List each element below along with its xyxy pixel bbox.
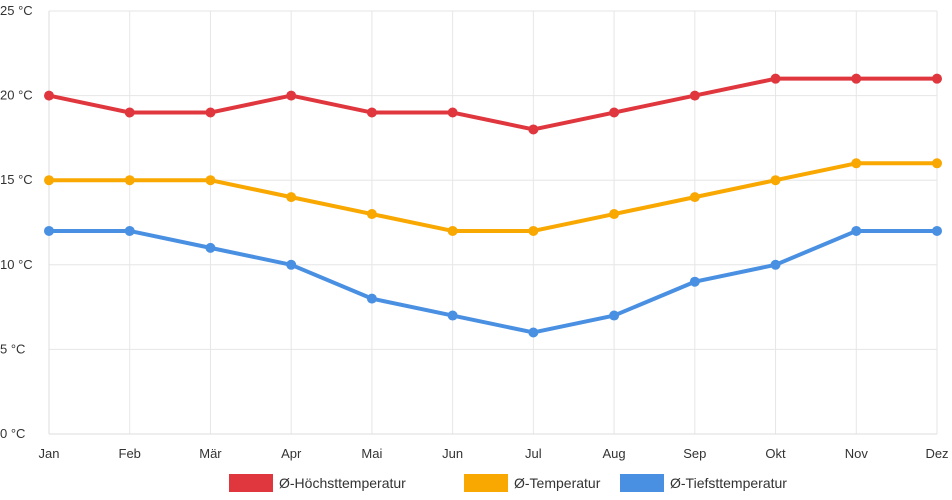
data-point[interactable] <box>689 192 700 203</box>
data-point[interactable] <box>689 90 700 101</box>
data-point[interactable] <box>286 192 297 203</box>
x-tick-label: Sep <box>683 446 706 461</box>
data-point[interactable] <box>851 158 862 169</box>
data-point[interactable] <box>932 158 942 169</box>
data-point[interactable] <box>286 90 297 101</box>
data-point[interactable] <box>447 310 458 321</box>
grid <box>48 10 938 435</box>
legend-label: Ø-Temperatur <box>514 475 601 491</box>
x-tick-label: Jul <box>525 446 542 461</box>
legend-item[interactable]: Ø-Temperatur <box>464 474 601 492</box>
data-point[interactable] <box>205 242 216 253</box>
data-point[interactable] <box>286 259 297 270</box>
data-point[interactable] <box>366 209 377 220</box>
legend: Ø-Höchsttemperatur Ø-Temperatur Ø-Tiefstte… <box>229 474 787 492</box>
y-tick-label: 0 °C <box>0 426 25 441</box>
legend-item[interactable]: Ø-Tiefsttemperatur <box>620 474 787 492</box>
series-line <box>47 161 939 233</box>
y-tick-label: 10 °C <box>0 257 33 272</box>
data-point[interactable] <box>932 225 942 236</box>
x-tick-label: Dez <box>925 446 948 461</box>
legend-swatch <box>229 474 273 492</box>
legend-label: Ø-Tiefsttemperatur <box>670 475 787 491</box>
x-tick-label: Mai <box>361 446 382 461</box>
data-point[interactable] <box>770 175 781 186</box>
x-tick-label: Mär <box>199 446 222 461</box>
x-tick-label: Apr <box>281 446 302 461</box>
legend-swatch <box>464 474 508 492</box>
data-point[interactable] <box>689 276 700 287</box>
data-point[interactable] <box>609 107 620 118</box>
axes: 0 °C 5 °C 10 °C 15 °C 20 °C 25 °C Jan Feb Mär Apr… <box>0 3 949 461</box>
data-point[interactable] <box>44 225 54 236</box>
data-point[interactable] <box>44 175 54 186</box>
legend-label: Ø-Höchsttemperatur <box>279 475 406 491</box>
x-tick-label: Feb <box>119 446 141 461</box>
data-point[interactable] <box>851 225 862 236</box>
legend-item[interactable]: Ø-Höchsttemperatur <box>229 474 406 492</box>
data-point[interactable] <box>447 225 458 236</box>
series-3 <box>44 225 942 338</box>
data-point[interactable] <box>366 293 377 304</box>
y-tick-label: 15 °C <box>0 172 33 187</box>
data-point[interactable] <box>609 209 620 220</box>
series-lines <box>44 73 942 338</box>
series-line <box>47 76 939 132</box>
data-point[interactable] <box>124 225 135 236</box>
x-tick-label: Nov <box>845 446 869 461</box>
data-point[interactable] <box>528 124 539 135</box>
y-tick-label: 5 °C <box>0 341 25 356</box>
y-tick-label: 25 °C <box>0 3 33 18</box>
data-point[interactable] <box>770 259 781 270</box>
data-point[interactable] <box>124 107 135 118</box>
data-point[interactable] <box>609 310 620 321</box>
series-2 <box>44 158 942 236</box>
data-point[interactable] <box>447 107 458 118</box>
series-line <box>47 228 939 335</box>
data-point[interactable] <box>44 90 54 101</box>
legend-swatch <box>620 474 664 492</box>
x-tick-label: Okt <box>765 446 786 461</box>
x-tick-label: Jan <box>39 446 60 461</box>
data-point[interactable] <box>851 73 862 84</box>
data-point[interactable] <box>124 175 135 186</box>
data-point[interactable] <box>205 175 216 186</box>
x-tick-label: Jun <box>442 446 463 461</box>
data-point[interactable] <box>770 73 781 84</box>
data-point[interactable] <box>528 225 539 236</box>
x-tick-label: Aug <box>603 446 626 461</box>
data-point[interactable] <box>366 107 377 118</box>
data-point[interactable] <box>932 73 942 84</box>
series-1 <box>44 73 942 135</box>
data-point[interactable] <box>528 327 539 338</box>
y-tick-label: 20 °C <box>0 88 33 103</box>
data-point[interactable] <box>205 107 216 118</box>
